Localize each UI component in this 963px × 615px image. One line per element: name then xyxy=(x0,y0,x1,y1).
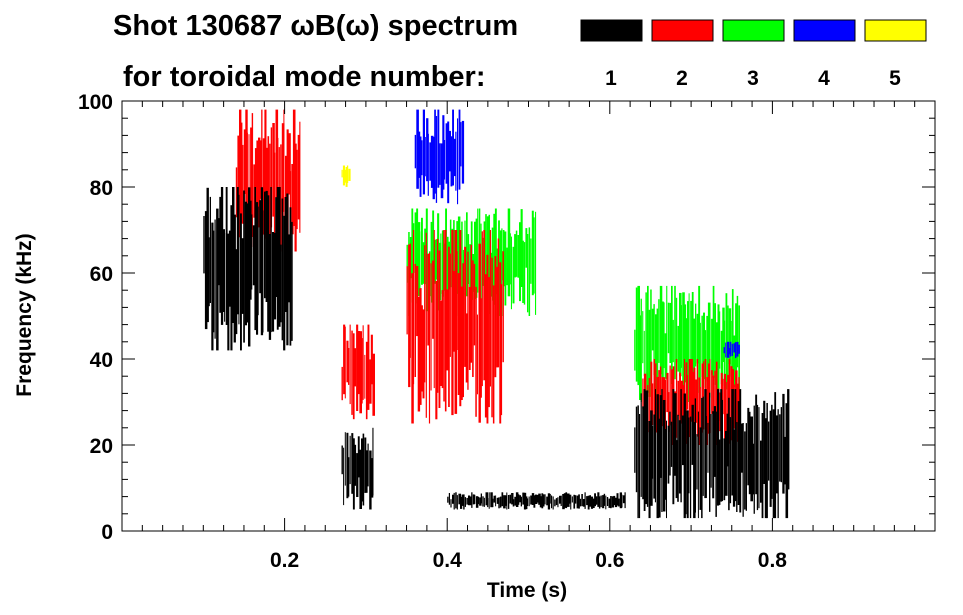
series-mode-5-0 xyxy=(341,165,351,187)
x-axis-label: Time (s) xyxy=(487,579,567,602)
legend-swatch-5 xyxy=(864,19,927,42)
series-mode-1-0 xyxy=(203,187,293,351)
series-mode-3-1 xyxy=(634,285,740,402)
y-axis-label: Frequency (kHz) xyxy=(13,233,36,396)
chart-title-line1: Shot 130687 ωB(ω) spectrum xyxy=(113,10,518,42)
series-mode-1-3 xyxy=(634,389,790,519)
chart-title-line2: for toroidal mode number: xyxy=(123,61,486,93)
legend-swatch-3 xyxy=(722,19,785,42)
legend-label-3: 3 xyxy=(747,67,759,90)
x-tick-label-0.8: 0.8 xyxy=(758,549,788,572)
series-mode-1-1 xyxy=(341,427,374,510)
y-tick-label-100: 100 xyxy=(78,91,113,114)
series-mode-1-2 xyxy=(447,492,626,510)
plot-area xyxy=(203,109,790,519)
y-tick-label-20: 20 xyxy=(90,435,113,458)
legend-swatch-2 xyxy=(651,19,714,42)
legend-label-1: 1 xyxy=(605,67,617,90)
series-mode-4-0 xyxy=(414,109,465,205)
axes: 0 20 40 60 80 100 0.2 0.4 0.6 0.8 xyxy=(78,91,936,572)
legend-label-2: 2 xyxy=(676,67,688,90)
series-mode-2-2 xyxy=(406,230,504,424)
y-tick-label-40: 40 xyxy=(90,349,113,372)
x-tick-label-0.2: 0.2 xyxy=(270,549,299,572)
series-mode-4-1 xyxy=(723,341,740,359)
legend-label-4: 4 xyxy=(818,67,830,90)
legend-label-5: 5 xyxy=(889,67,901,90)
y-tick-label-0: 0 xyxy=(101,521,113,544)
legend-swatch-1 xyxy=(580,19,643,42)
x-tick-label-0.4: 0.4 xyxy=(433,549,463,572)
y-tick-label-80: 80 xyxy=(90,177,113,200)
x-tick-label-0.6: 0.6 xyxy=(595,549,624,572)
legend-swatch-4 xyxy=(793,19,856,42)
y-tick-label-60: 60 xyxy=(90,263,113,286)
series-mode-2-1 xyxy=(341,324,375,420)
legend: 1 2 3 4 5 xyxy=(580,19,927,90)
series-mode-2-3 xyxy=(642,359,740,445)
